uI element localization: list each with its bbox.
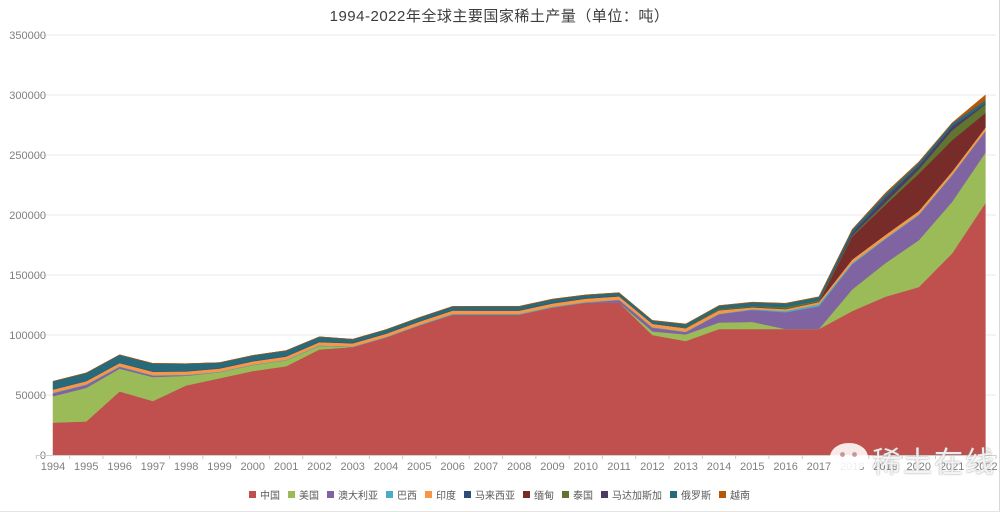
legend-item: 马来西亚 <box>464 487 515 502</box>
x-axis-label: 2015 <box>740 461 764 473</box>
y-axis-label: 150000 <box>9 270 46 282</box>
x-axis-label: 1997 <box>141 461 165 473</box>
x-axis-label: 2006 <box>440 461 464 473</box>
legend-label: 缅甸 <box>534 491 554 502</box>
x-axis-label: 2003 <box>340 461 364 473</box>
x-axis-label: 2004 <box>374 461 398 473</box>
x-axis-label: 2022 <box>973 461 997 473</box>
legend-item: 澳大利亚 <box>327 487 378 502</box>
legend-label: 越南 <box>730 491 750 502</box>
legend-item: 美国 <box>288 487 319 502</box>
x-axis-label: 1996 <box>107 461 131 473</box>
x-axis-label: 2021 <box>940 461 964 473</box>
x-axis-label: 2019 <box>873 461 897 473</box>
x-axis-label: 2002 <box>307 461 331 473</box>
legend-swatch <box>670 491 677 498</box>
y-axis-label: 50000 <box>15 390 46 402</box>
y-axis-label: 350000 <box>9 30 46 42</box>
legend-swatch <box>719 491 726 498</box>
legend-item: 缅甸 <box>523 487 554 502</box>
legend-label: 澳大利亚 <box>338 491 378 502</box>
x-axis-label: 2007 <box>474 461 498 473</box>
legend-swatch <box>562 491 569 498</box>
legend-label: 泰国 <box>573 491 593 502</box>
legend-label: 中国 <box>260 491 280 502</box>
legend-label: 马达加斯加 <box>612 491 662 502</box>
legend-swatch <box>249 491 256 498</box>
x-axis-label: 2017 <box>807 461 831 473</box>
x-axis-label: 2014 <box>707 461 731 473</box>
x-axis-label: 2009 <box>540 461 564 473</box>
legend-item: 俄罗斯 <box>670 487 711 502</box>
legend-swatch <box>425 491 432 498</box>
legend-item: 马达加斯加 <box>601 487 662 502</box>
legend-item: 巴西 <box>386 487 417 502</box>
legend-swatch <box>464 491 471 498</box>
legend-swatch <box>288 491 295 498</box>
x-axis-label: 2020 <box>907 461 931 473</box>
x-axis-label: 2013 <box>673 461 697 473</box>
x-axis-label: 1994 <box>41 461 65 473</box>
x-axis-label: 2016 <box>773 461 797 473</box>
x-axis-label: 2000 <box>241 461 265 473</box>
x-axis-label: 2008 <box>507 461 531 473</box>
legend-label: 印度 <box>436 491 456 502</box>
area-series-越南 <box>52 94 986 382</box>
legend-swatch <box>523 491 530 498</box>
y-axis-label: 300000 <box>9 90 46 102</box>
legend-swatch <box>327 491 334 498</box>
y-axis-label: 100000 <box>9 330 46 342</box>
legend-label: 马来西亚 <box>475 491 515 502</box>
y-axis-label: 250000 <box>9 150 46 162</box>
x-axis-label: 2011 <box>607 461 631 473</box>
legend-label: 美国 <box>299 491 319 502</box>
chart-legend: 中国 美国 澳大利亚 巴西 印度 马来西亚 缅甸 泰国 马达加斯加 俄罗斯 越南 <box>0 487 999 502</box>
x-axis-label: 1995 <box>74 461 98 473</box>
x-axis-label: 2018 <box>840 461 864 473</box>
x-axis-label: 2005 <box>407 461 431 473</box>
legend-item: 越南 <box>719 487 750 502</box>
x-axis-label: 2001 <box>274 461 298 473</box>
legend-item: 印度 <box>425 487 456 502</box>
area-series-中国 <box>52 202 986 456</box>
y-axis-label: 200000 <box>9 210 46 222</box>
x-axis-label: 1998 <box>174 461 198 473</box>
legend-item: 中国 <box>249 487 280 502</box>
x-axis-label: 2010 <box>574 461 598 473</box>
x-axis-label: 2012 <box>640 461 664 473</box>
legend-swatch <box>601 491 608 498</box>
legend-swatch <box>386 491 393 498</box>
legend-item: 泰国 <box>562 487 593 502</box>
chart-title: 1994-2022年全球主要国家稀土产量（单位：吨） <box>329 8 670 25</box>
legend-label: 巴西 <box>397 491 417 502</box>
legend-label: 俄罗斯 <box>681 491 711 502</box>
x-axis-label: 1999 <box>207 461 231 473</box>
